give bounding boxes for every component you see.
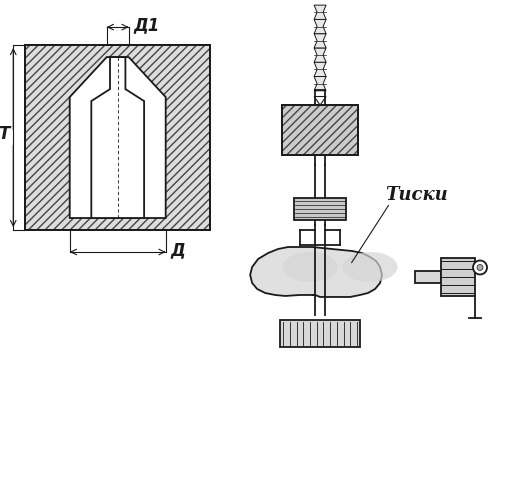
- Polygon shape: [294, 198, 346, 220]
- Polygon shape: [70, 57, 165, 218]
- Polygon shape: [314, 5, 325, 19]
- Polygon shape: [314, 62, 325, 77]
- Text: Д1: Д1: [133, 16, 160, 34]
- Ellipse shape: [282, 252, 337, 282]
- Polygon shape: [314, 48, 325, 62]
- Polygon shape: [314, 97, 325, 105]
- Ellipse shape: [342, 252, 397, 282]
- Circle shape: [472, 260, 486, 275]
- Polygon shape: [314, 77, 325, 91]
- Polygon shape: [314, 34, 325, 48]
- Polygon shape: [281, 105, 357, 155]
- Polygon shape: [25, 45, 210, 230]
- Polygon shape: [414, 271, 440, 283]
- Text: Тиски: Тиски: [384, 186, 447, 204]
- Polygon shape: [440, 258, 474, 296]
- Circle shape: [476, 264, 482, 270]
- Text: Д: Д: [171, 241, 185, 259]
- Polygon shape: [279, 320, 359, 347]
- Polygon shape: [314, 19, 325, 34]
- Text: Т: Т: [0, 125, 10, 143]
- Polygon shape: [91, 57, 144, 218]
- Polygon shape: [249, 247, 381, 297]
